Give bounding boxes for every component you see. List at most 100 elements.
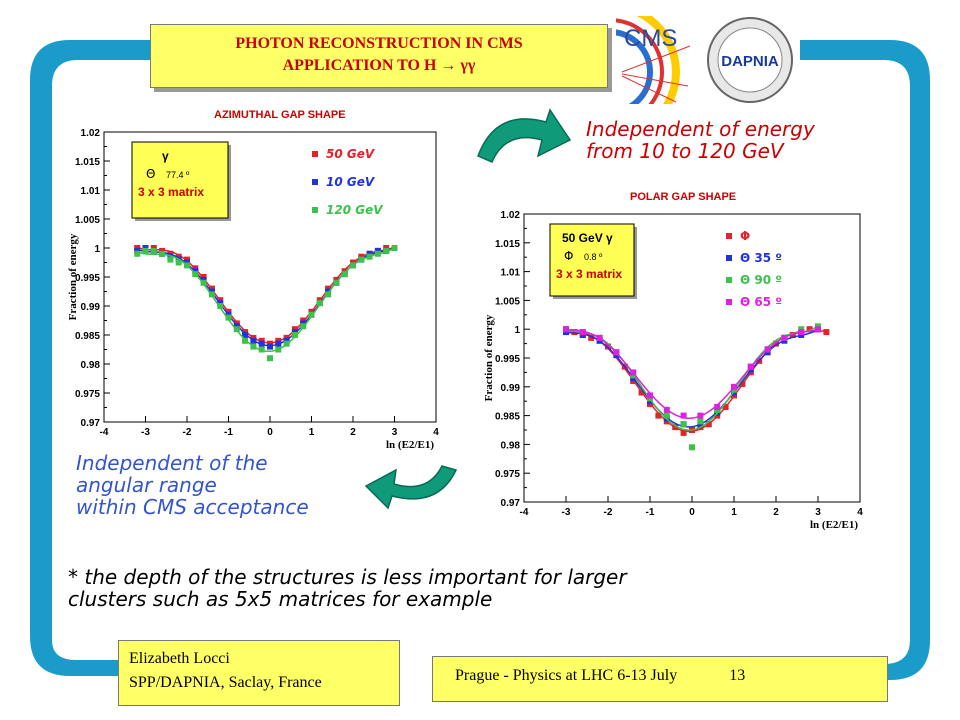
fit-curve-2 xyxy=(565,324,819,431)
dapnia-logo-text: DAPNIA xyxy=(721,53,779,70)
polar-gap-chart: POLAR GAP SHAPE 0.97 0.975 0.98 0.985 0.99 0.9… xyxy=(480,184,875,530)
inset-line-1: γ xyxy=(162,149,169,163)
data-point-2 xyxy=(374,250,381,257)
data-point-3 xyxy=(798,329,805,336)
note-angular-independence: Independent of the angular range within … xyxy=(76,452,406,518)
data-point-2 xyxy=(225,314,232,321)
data-point-2 xyxy=(300,323,307,330)
cms-logo: CMS xyxy=(616,16,696,104)
y-tick-label: 0.97 xyxy=(501,498,521,509)
curved-arrow-right xyxy=(477,108,572,163)
y-tick-label: 0.985 xyxy=(495,412,520,423)
conference-name: Prague - Physics at LHC 6-13 July xyxy=(455,667,678,684)
inset-angle: 77.4 º xyxy=(166,170,190,180)
y-tick-label: 1 xyxy=(94,244,100,255)
azimuthal-gap-chart: AZIMUTHAL GAP SHAPE 0.97 0.975 0.98 0.985 0.9… xyxy=(64,102,454,462)
data-point-2 xyxy=(358,256,365,263)
data-point-0 xyxy=(739,380,746,387)
data-point-2 xyxy=(333,279,340,286)
y-tick-label: 1.02 xyxy=(81,128,101,139)
data-point-1 xyxy=(267,343,273,350)
data-point-2 xyxy=(325,291,332,298)
conference-box: Prague - Physics at LHC 6-13 July 13 xyxy=(432,656,888,702)
y-axis-label: Fraction of energy xyxy=(483,314,495,401)
y-tick-label: 0.99 xyxy=(501,383,521,394)
data-point-3 xyxy=(596,334,603,341)
x-tick-label: 2 xyxy=(773,507,779,518)
note-energy-line-1: Independent of energy xyxy=(586,117,815,141)
note-depth-line-1: * the depth of the structures is less im… xyxy=(68,565,627,589)
data-point-0 xyxy=(823,329,830,336)
data-point-2 xyxy=(242,337,249,344)
data-point-2 xyxy=(142,247,149,254)
y-tick-label: 1.005 xyxy=(75,215,100,226)
title-line-1: PHOTON RECONSTRUCTION IN CMS xyxy=(235,35,523,52)
y-tick-label: 0.97 xyxy=(81,418,101,429)
y-tick-label: 1.02 xyxy=(501,210,521,221)
x-tick-label: -1 xyxy=(224,427,233,438)
data-point-2 xyxy=(697,418,704,425)
frame-right-bar xyxy=(800,40,930,680)
note-energy-independence: Independent of energy from 10 to 120 GeV xyxy=(586,118,916,162)
inset-line-3: 3 x 3 matrix xyxy=(138,185,204,199)
legend-label-0: Φ xyxy=(740,229,750,243)
fit-curve-1 xyxy=(565,328,819,428)
x-tick-label: -2 xyxy=(183,427,192,438)
data-point-0 xyxy=(638,389,645,396)
legend-marker-0 xyxy=(726,233,732,239)
legend-marker-3 xyxy=(726,299,732,305)
x-tick-label: 2 xyxy=(350,427,356,438)
data-point-0 xyxy=(680,429,687,436)
chart-title: POLAR GAP SHAPE xyxy=(630,191,736,203)
data-point-1 xyxy=(275,340,282,347)
data-point-2 xyxy=(175,259,182,266)
x-tick-label: 0 xyxy=(267,427,273,438)
x-tick-label: -1 xyxy=(646,507,655,518)
note-depth-line-2: clusters such as 5x5 matrices for exampl… xyxy=(68,587,493,611)
data-point-0 xyxy=(655,412,662,419)
data-point-2 xyxy=(258,346,265,353)
data-point-3 xyxy=(697,412,704,419)
legend-label-2: 120 GeV xyxy=(326,203,384,217)
data-point-2 xyxy=(200,279,207,286)
data-point-0 xyxy=(672,424,679,431)
inset-symbol: Φ xyxy=(564,249,573,263)
x-tick-label: 4 xyxy=(433,427,439,438)
inset-box xyxy=(131,141,229,219)
x-tick-label: 0 xyxy=(689,507,695,518)
x-tick-label: 4 xyxy=(857,507,863,518)
legend-label-1: 10 GeV xyxy=(326,175,376,189)
data-point-0 xyxy=(571,329,578,336)
data-point-2 xyxy=(267,355,273,362)
note-angular-line-1: Independent of the xyxy=(76,451,268,475)
frame-left-bar xyxy=(30,40,150,676)
data-point-2 xyxy=(159,250,166,257)
legend-label-0: 50 GeV xyxy=(326,147,376,161)
y-tick-label: 1 xyxy=(514,325,520,336)
data-point-2 xyxy=(167,256,174,263)
inset-box xyxy=(549,223,635,297)
data-point-2 xyxy=(383,247,390,254)
data-point-2 xyxy=(308,311,315,318)
x-axis-label: ln (E2/E1) xyxy=(386,439,434,451)
data-point-2 xyxy=(208,291,215,298)
inset-symbol: Θ xyxy=(146,167,155,181)
y-tick-label: 0.975 xyxy=(75,389,100,400)
y-tick-label: 1.005 xyxy=(495,296,520,307)
legend-marker-0 xyxy=(312,151,318,157)
data-point-3 xyxy=(747,363,754,370)
data-point-0 xyxy=(588,334,595,341)
x-tick-label: 1 xyxy=(309,427,315,438)
data-point-2 xyxy=(192,271,199,278)
legend-label-3: Θ 65 º xyxy=(740,295,782,309)
y-tick-label: 0.995 xyxy=(75,273,100,284)
data-point-1 xyxy=(242,332,249,338)
x-tick-label: 1 xyxy=(731,507,737,518)
note-angular-line-3: within CMS acceptance xyxy=(76,495,309,519)
x-tick-label: 3 xyxy=(392,427,398,438)
y-tick-label: 1.015 xyxy=(75,157,100,168)
data-point-2 xyxy=(291,332,298,338)
data-point-3 xyxy=(764,346,771,353)
data-point-3 xyxy=(815,326,821,333)
